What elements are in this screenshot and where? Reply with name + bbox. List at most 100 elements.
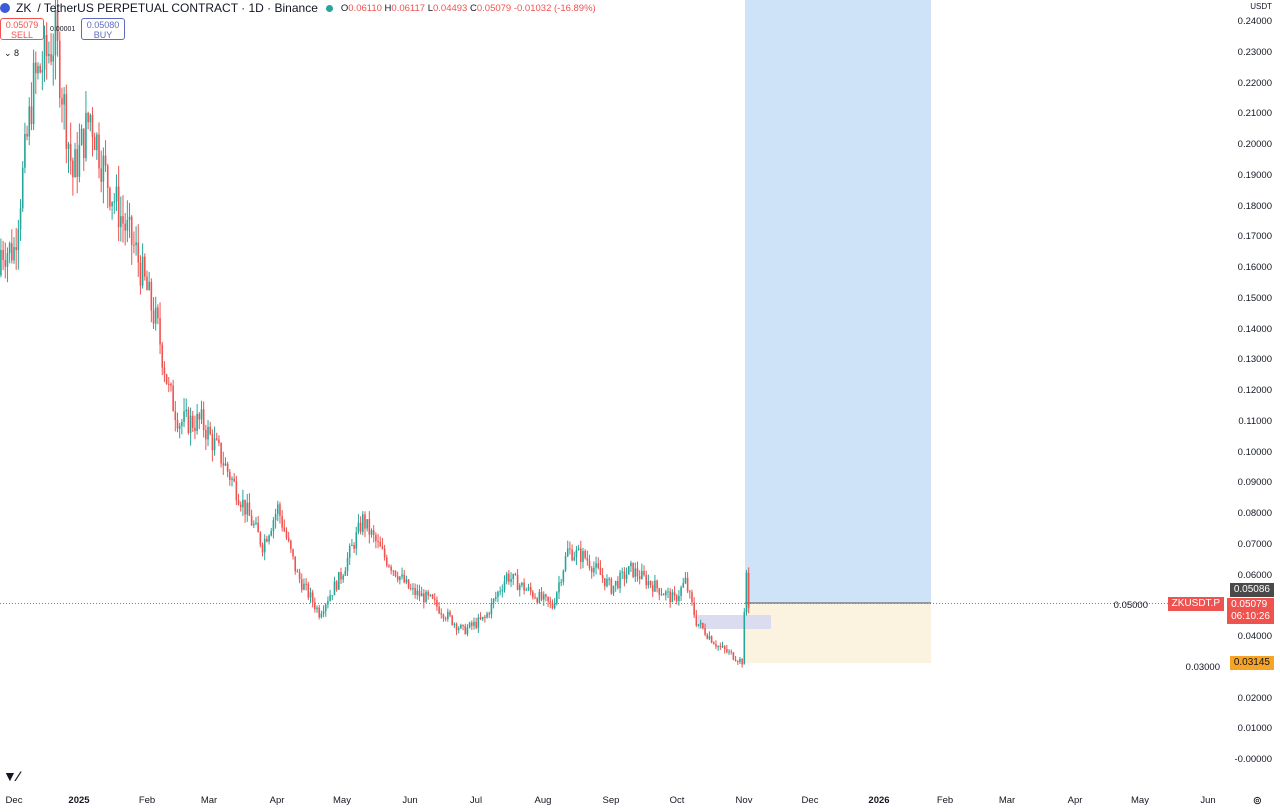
candle-body: [276, 504, 279, 514]
time-tick: Jun: [402, 795, 418, 806]
candle-body: [370, 530, 373, 535]
candle-body: [89, 114, 92, 123]
candle-body: [246, 502, 249, 515]
candle-body: [669, 591, 671, 603]
indicators-collapse-button[interactable]: ⌄ 8: [2, 48, 22, 59]
price-tick: 0.23000: [1237, 46, 1272, 58]
candle-body: [324, 604, 327, 612]
candle-body: [257, 522, 259, 533]
candle-body: [405, 579, 408, 583]
candle-body: [420, 593, 423, 597]
candle-body: [41, 69, 44, 73]
time-tick: Apr: [1067, 795, 1083, 806]
time-tick: Apr: [269, 795, 285, 806]
candle-body: [610, 578, 613, 594]
stop-zone[interactable]: [745, 603, 931, 663]
price-tick: 0.02000: [1237, 692, 1272, 704]
candle-body: [58, 40, 61, 99]
candle-body: [586, 557, 589, 561]
candle-body: [479, 617, 482, 620]
buy-button[interactable]: 0.05080 BUY: [81, 18, 125, 40]
candle-body: [571, 549, 573, 561]
candle-body: [545, 594, 547, 597]
candle-body: [333, 581, 336, 596]
candle-body: [645, 575, 647, 586]
sell-button[interactable]: 0.05079 SELL: [0, 18, 44, 40]
price-tick: 0.05000: [1113, 600, 1148, 612]
candle-body: [634, 568, 637, 577]
candle-body: [344, 570, 347, 576]
price-tick: 0.15000: [1237, 292, 1272, 304]
ohlc-values: O0.06110 H0.06117 L0.04493 C0.05079 -0.0…: [340, 2, 596, 14]
candle-body: [146, 276, 148, 291]
target-zone[interactable]: [745, 0, 931, 603]
candle-body: [542, 594, 545, 600]
symbol-title[interactable]: / TetherUS PERPETUAL CONTRACT · 1D · Bin…: [37, 1, 318, 15]
candle-body: [19, 208, 22, 230]
candle-body: [625, 574, 628, 580]
candle-body: [215, 438, 218, 440]
candle-body: [540, 591, 543, 600]
candle-body: [296, 571, 299, 573]
candle-body: [745, 572, 748, 613]
candle-body: [741, 658, 743, 665]
candle-body: [102, 155, 105, 182]
candle-body: [213, 438, 216, 451]
candle-body: [63, 94, 65, 105]
last-price-tag: 0.05079 06:10:26: [1227, 598, 1274, 624]
candle-body: [385, 557, 388, 566]
candle-body: [601, 574, 604, 579]
candle-body: [599, 567, 602, 575]
candle-body: [518, 585, 521, 591]
candle-body: [78, 144, 81, 177]
candle-body: [133, 244, 135, 246]
symbol[interactable]: ZK: [16, 1, 32, 15]
candle-body: [85, 112, 87, 159]
candle-body: [392, 570, 395, 572]
candle-body: [444, 618, 447, 620]
time-tick: 2025: [68, 795, 90, 806]
candle-body: [11, 243, 13, 261]
candle-body: [91, 114, 94, 137]
candle-body: [678, 595, 680, 602]
candle-body: [662, 594, 665, 596]
candle-body: [375, 534, 377, 542]
time-tick: Oct: [669, 795, 685, 806]
candle-body: [747, 572, 750, 608]
candle-body: [135, 242, 137, 246]
candle-body: [723, 646, 726, 650]
candle-body: [399, 576, 401, 580]
candle-body: [196, 413, 198, 431]
candle-body: [35, 62, 37, 74]
candle-body: [414, 588, 416, 595]
settings-icon[interactable]: ⊚: [1252, 795, 1262, 807]
candle-body: [534, 597, 536, 599]
candle-body: [340, 571, 342, 580]
candle-body: [638, 576, 641, 580]
candle-body: [93, 136, 96, 151]
candle-body: [159, 318, 161, 345]
candle-body: [128, 216, 131, 220]
candle-body: [514, 573, 517, 575]
candle-body: [37, 65, 39, 74]
candle-body: [220, 442, 222, 464]
candle-body: [580, 548, 582, 563]
time-tick: Aug: [534, 795, 552, 806]
candle-body: [547, 596, 549, 602]
candle-body: [675, 595, 678, 602]
candle-body: [72, 160, 74, 178]
candle-body: [335, 581, 338, 590]
candle-body: [338, 571, 340, 590]
candle-body: [13, 247, 15, 261]
currency-selector[interactable]: USDT: [1250, 2, 1272, 11]
symbol-tag: ZKUSDT.P: [1167, 597, 1224, 611]
candle-body: [50, 54, 52, 62]
candle-body: [431, 594, 434, 599]
tradingview-logo[interactable]: ▼⁄: [3, 768, 20, 784]
candle-body: [130, 216, 133, 245]
candle-body: [364, 514, 366, 529]
candle-body: [671, 592, 674, 603]
candle-body: [381, 546, 384, 549]
candle-body: [551, 602, 554, 609]
